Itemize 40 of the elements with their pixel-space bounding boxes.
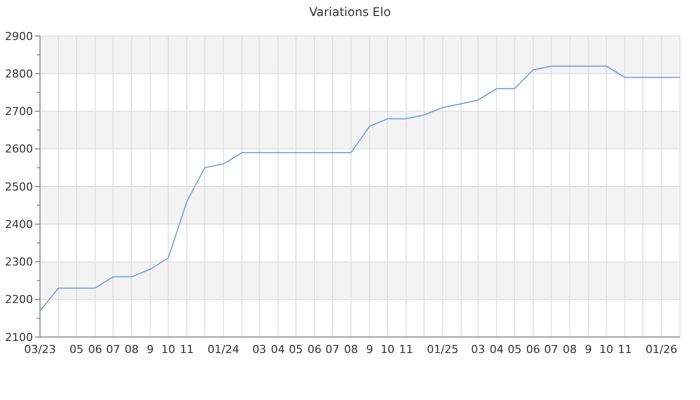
y-tick-label: 2600 (5, 142, 33, 156)
y-tick-label: 2300 (5, 256, 33, 269)
x-tick-label: 07 (325, 343, 340, 356)
x-tick-label: 05 (508, 343, 522, 356)
line-series (40, 66, 680, 312)
x-tick-label: 08 (562, 343, 577, 356)
x-tick-label: 05 (288, 343, 303, 356)
y-tick-label: 2700 (5, 105, 33, 118)
x-tick-label: 03 (252, 343, 266, 356)
x-tick-label: 08 (124, 343, 139, 356)
x-tick-label: 10 (599, 343, 614, 356)
x-tick-label: 03 (471, 343, 486, 356)
x-tick-label: 06 (88, 343, 102, 356)
x-tick-label: 07 (544, 343, 558, 356)
x-tick-label: 03/23 (24, 343, 56, 356)
y-tick-label: 2200 (5, 293, 33, 306)
x-tick-label: 10 (380, 343, 395, 356)
x-tick-label: 01/24 (208, 343, 240, 356)
x-tick-label: 11 (180, 343, 194, 356)
x-tick-label: 01/25 (426, 343, 459, 356)
x-tick-label: 11 (618, 343, 632, 356)
x-tick-label: 01/26 (646, 343, 678, 356)
x-tick-label: 07 (106, 343, 120, 356)
y-tick-label: 2800 (5, 67, 33, 80)
x-tick-label: 04 (270, 343, 285, 356)
x-tick-label: 08 (344, 343, 358, 356)
x-tick-label: 06 (307, 343, 322, 356)
y-tick-label: 2100 (5, 330, 33, 344)
x-tick-label: 06 (526, 343, 540, 356)
x-tick-label: 04 (490, 343, 504, 356)
x-tick-label: 9 (366, 343, 374, 356)
x-tick-label: 10 (161, 343, 176, 356)
y-tick-label: 2500 (5, 180, 33, 194)
y-tick-label: 2900 (5, 30, 33, 43)
chart-title: Variations Elo (309, 5, 391, 19)
x-tick-label: 11 (399, 343, 414, 356)
x-tick-label: 9 (146, 343, 154, 356)
x-tick-label: 9 (584, 343, 592, 356)
y-tick-label: 2400 (5, 218, 33, 231)
x-tick-label: 05 (70, 343, 84, 356)
